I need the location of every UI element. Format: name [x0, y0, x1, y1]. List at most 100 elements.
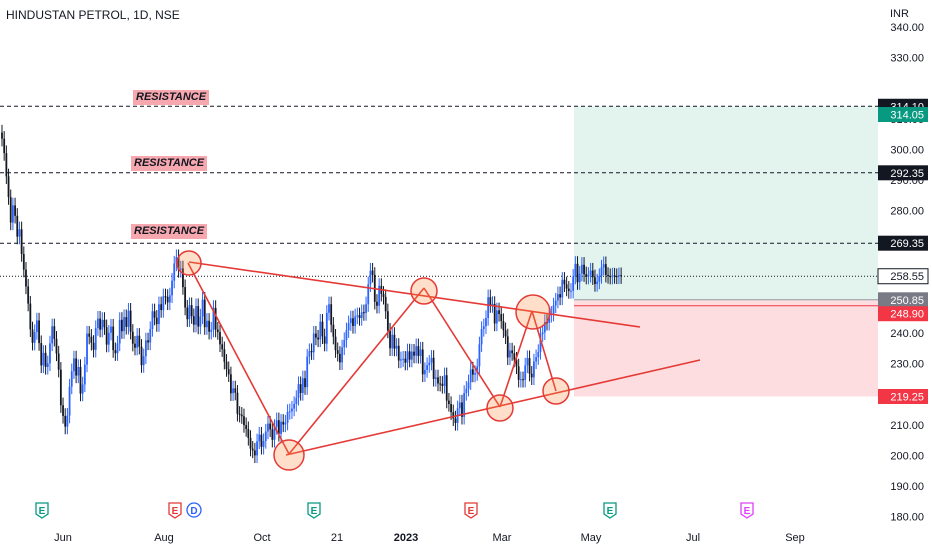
- candle-body: [467, 382, 470, 389]
- candle-body: [53, 326, 56, 339]
- candle-body: [413, 351, 415, 356]
- candle-body: [245, 425, 248, 430]
- candle-body: [258, 434, 261, 442]
- candle-body: [587, 274, 590, 277]
- event-marker: E: [35, 502, 49, 519]
- candle-body: [382, 293, 385, 297]
- candle-body: [138, 335, 141, 347]
- candle-body: [515, 359, 518, 367]
- event-letter: E: [39, 506, 46, 517]
- candle-body: [356, 315, 359, 317]
- x-tick-label: May: [581, 532, 602, 544]
- price-label: 292.35: [890, 168, 924, 180]
- candle-body: [487, 297, 490, 319]
- candle-body: [22, 254, 25, 270]
- candle-body: [513, 353, 516, 360]
- candle-body: [136, 335, 139, 348]
- candle-body: [221, 344, 224, 350]
- candle-body: [465, 388, 468, 393]
- candle-body: [604, 264, 607, 275]
- candle-body: [149, 329, 152, 343]
- candle-body: [230, 374, 232, 394]
- candle-body: [131, 331, 134, 344]
- x-tick-label: 2023: [394, 532, 418, 544]
- candle-body: [166, 296, 169, 303]
- candle-body: [404, 358, 407, 363]
- candle-body: [234, 388, 237, 393]
- price-label-box: [878, 306, 928, 322]
- earnings-icon: [307, 502, 321, 519]
- candle-body: [280, 421, 282, 434]
- candle-body: [164, 296, 167, 298]
- candle-body: [203, 299, 206, 328]
- candle-body: [118, 319, 121, 344]
- candle-body: [262, 441, 265, 447]
- price-label: 219.25: [890, 391, 924, 403]
- candle-body: [27, 286, 30, 304]
- candle-body: [55, 338, 58, 354]
- candle-body: [615, 276, 618, 278]
- y-tick-label: 280.00: [890, 206, 924, 218]
- candle-body: [216, 329, 219, 333]
- candle-body: [14, 205, 16, 216]
- candle-body: [345, 330, 348, 341]
- candle-body: [378, 285, 381, 306]
- pattern-line-5: [499, 310, 533, 408]
- candle-body: [310, 351, 313, 353]
- event-marker: E: [307, 502, 321, 519]
- candle-body: [57, 353, 60, 370]
- x-tick-label: Sep: [785, 532, 805, 544]
- candle-body: [386, 311, 389, 331]
- y-tick-label: 210.00: [890, 420, 924, 432]
- candle-body: [589, 270, 592, 275]
- candle-body: [443, 375, 446, 386]
- candle-body: [223, 349, 226, 362]
- candle-body: [563, 279, 566, 285]
- candle-body: [192, 316, 195, 325]
- candle-body: [127, 310, 130, 327]
- candle-body: [530, 373, 533, 378]
- candle-body: [105, 327, 108, 345]
- earnings-icon: [603, 502, 617, 519]
- candle-body: [195, 306, 197, 325]
- candle-body: [38, 320, 40, 344]
- candle-body: [397, 345, 400, 361]
- candle-body: [81, 384, 84, 394]
- candle-body: [328, 304, 330, 313]
- candle-body: [304, 378, 306, 388]
- candle-body: [208, 320, 210, 332]
- candle-body: [448, 400, 450, 404]
- candle-body: [88, 333, 91, 337]
- candle-body: [70, 371, 73, 387]
- pattern-line-4: [423, 287, 501, 408]
- candle-body: [395, 345, 398, 349]
- candle-body: [144, 340, 147, 357]
- candle-body: [541, 332, 544, 335]
- candle-body: [554, 300, 557, 306]
- candle-body: [312, 333, 315, 353]
- candle-body: [519, 379, 522, 381]
- candle-body: [90, 336, 93, 343]
- candle-body: [426, 365, 428, 371]
- candle-body: [576, 263, 579, 283]
- candle-body: [406, 351, 409, 363]
- event-letter: E: [744, 506, 751, 517]
- candle-body: [42, 352, 45, 366]
- candle-body: [299, 384, 302, 393]
- candle-body: [3, 138, 6, 154]
- pivot-circle-3: [410, 277, 438, 305]
- candle-body: [101, 319, 104, 330]
- candle-body: [341, 347, 343, 363]
- pivot-circle-5: [515, 294, 551, 330]
- candle-body: [526, 358, 529, 366]
- candle-body: [97, 318, 99, 329]
- y-tick-label: 300.00: [890, 144, 924, 156]
- event-letter: E: [607, 506, 614, 517]
- candle-body: [389, 330, 391, 349]
- candle-body: [533, 361, 535, 378]
- candle-body: [49, 343, 51, 364]
- candle-body: [286, 411, 289, 423]
- earnings-icon: [35, 502, 49, 519]
